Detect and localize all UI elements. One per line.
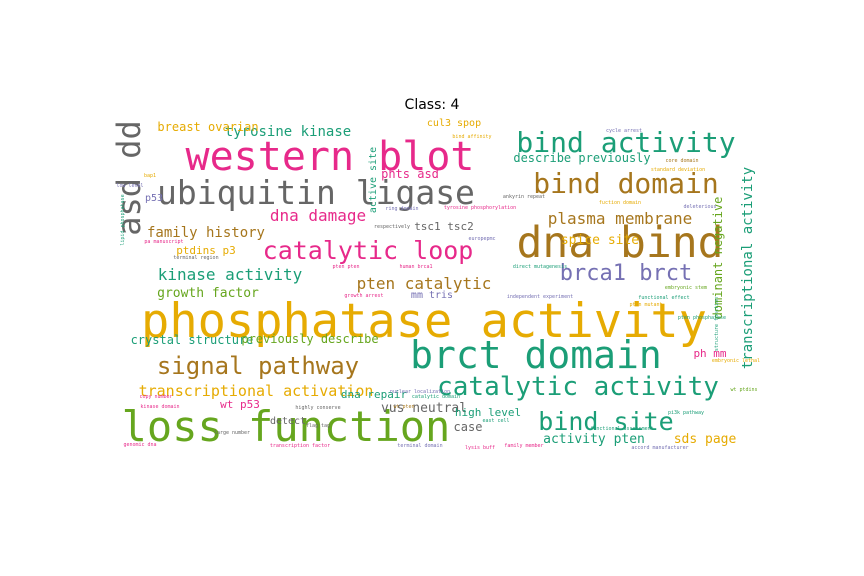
cloud-word: embryonic stem xyxy=(665,285,707,291)
cloud-word: accord manufacturer xyxy=(631,445,688,451)
cloud-word: breast ovarian xyxy=(157,120,258,134)
cloud-word: describe previously xyxy=(513,151,650,165)
cloud-word: pten pten xyxy=(332,264,359,270)
cloud-word: wt ptdins xyxy=(730,387,757,393)
cloud-word: brct domain xyxy=(410,333,662,377)
cloud-word: lipid phosphatase xyxy=(120,194,126,245)
cloud-word: dna bind xyxy=(516,218,723,268)
cloud-word: catalytic loop xyxy=(263,236,474,265)
cloud-word: phosphatase activity xyxy=(141,294,707,349)
cloud-word: copy number xyxy=(139,394,172,400)
cloud-word: lysis buff xyxy=(465,445,495,451)
cloud-word: loss function xyxy=(122,402,451,451)
cloud-word: transcription factor xyxy=(270,443,330,449)
cloud-word: kinase activity xyxy=(158,265,303,284)
cloud-word: east cell xyxy=(482,418,509,424)
cloud-word: plasma membrane xyxy=(548,209,693,228)
cloud-word: asd dd xyxy=(110,120,148,236)
cloud-word: case xyxy=(454,420,483,434)
cloud-word: transcriptional activity xyxy=(740,167,756,369)
cloud-word: structure function xyxy=(714,297,720,351)
cloud-word: family member xyxy=(504,443,543,449)
cloud-word: activity pten xyxy=(543,432,645,447)
cloud-word: p53 xyxy=(145,193,163,204)
cloud-word: low level xyxy=(116,183,143,189)
chart-title: Class: 4 xyxy=(404,97,460,113)
cloud-word: nuclear localization xyxy=(390,389,450,395)
cloud-word: pten catalytic xyxy=(357,274,492,293)
cloud-word: signal pathway xyxy=(157,352,359,380)
cloud-word: tyrosine kinase xyxy=(225,124,351,140)
cloud-word: fuction domain xyxy=(599,200,641,206)
cloud-word: cycle arrest xyxy=(606,128,642,134)
cloud-word: cul3 spop xyxy=(427,118,481,129)
cloud-word: brca1 brct xyxy=(560,261,692,286)
cloud-word: pten mutant xyxy=(629,302,662,308)
cloud-word: pa manuscript xyxy=(144,239,183,245)
cloud-word: terminal domain xyxy=(397,443,442,449)
cloud-word: ph mm xyxy=(693,347,726,360)
cloud-word: previously describe xyxy=(241,332,378,346)
cloud-word: wt pten xyxy=(393,404,414,410)
cloud-word: tsc1 tsc2 xyxy=(414,220,474,233)
cloud-word: human brca1 xyxy=(399,264,432,270)
cloud-word: dna damage xyxy=(270,206,366,225)
cloud-word: standard deviation xyxy=(651,167,705,173)
cloud-word: catalytic activity xyxy=(437,372,719,402)
cloud-word: mm tris xyxy=(411,290,453,301)
cloud-word: ubiquitin ligase xyxy=(157,173,475,212)
cloud-word: western blot xyxy=(186,134,475,180)
cloud-word: direct mutagenesis xyxy=(513,264,567,270)
cloud-word: genomic dna xyxy=(123,442,156,448)
cloud-word: kinase domain xyxy=(140,404,179,410)
cloud-word: vus neutral xyxy=(381,401,467,416)
cloud-word: ankyrin repeat xyxy=(503,194,545,200)
cloud-word: sds page xyxy=(674,432,737,447)
cloud-word: detect xyxy=(270,416,306,427)
cloud-word: bind affinity xyxy=(452,134,491,140)
cloud-word: bind domain xyxy=(533,167,718,200)
cloud-word: crystal structure xyxy=(131,333,254,347)
cloud-word: functional effect xyxy=(638,295,689,301)
cloud-word: bind activity xyxy=(516,126,735,159)
cloud-word: respectively xyxy=(374,224,410,230)
cloud-word: bind site xyxy=(538,407,673,436)
cloud-word: spice site xyxy=(561,233,639,248)
cloud-word: growth factor xyxy=(157,286,259,301)
cloud-word: high level xyxy=(455,406,521,419)
cloud-word: terminal region xyxy=(173,255,218,261)
cloud-word: functional assessment xyxy=(590,426,653,432)
cloud-word: family history xyxy=(147,225,265,241)
cloud-word: phts asd xyxy=(381,167,439,181)
cloud-word: europepmc xyxy=(468,236,495,242)
cloud-word: embryonic lethal xyxy=(712,358,760,364)
cloud-word: transcriptional activation xyxy=(139,382,374,400)
cloud-word: independent experiment xyxy=(507,294,573,300)
cloud-word: flag tag xyxy=(306,423,330,429)
cloud-word: deleterious xyxy=(683,204,716,210)
cloud-word: dominant negative xyxy=(711,197,725,320)
cloud-word: pi3k pathway xyxy=(668,410,704,416)
cloud-word: dna repair xyxy=(341,388,408,401)
cloud-word: growth arrest xyxy=(344,293,383,299)
cloud-word: wt p53 xyxy=(220,398,260,411)
cloud-word: bap1 xyxy=(144,173,156,179)
cloud-word: tyrosine phosphorylation xyxy=(444,205,516,211)
cloud-word: catalytic domain xyxy=(412,394,460,400)
cloud-word: active site xyxy=(368,147,379,213)
cloud-word: ptdins p3 xyxy=(176,244,236,257)
cloud-word: core domain xyxy=(665,158,698,164)
cloud-word: large number xyxy=(214,430,250,436)
cloud-word: ring domain xyxy=(385,206,418,212)
cloud-word: highly conserve xyxy=(295,405,340,411)
cloud-word: pten phosphatase xyxy=(678,315,726,321)
